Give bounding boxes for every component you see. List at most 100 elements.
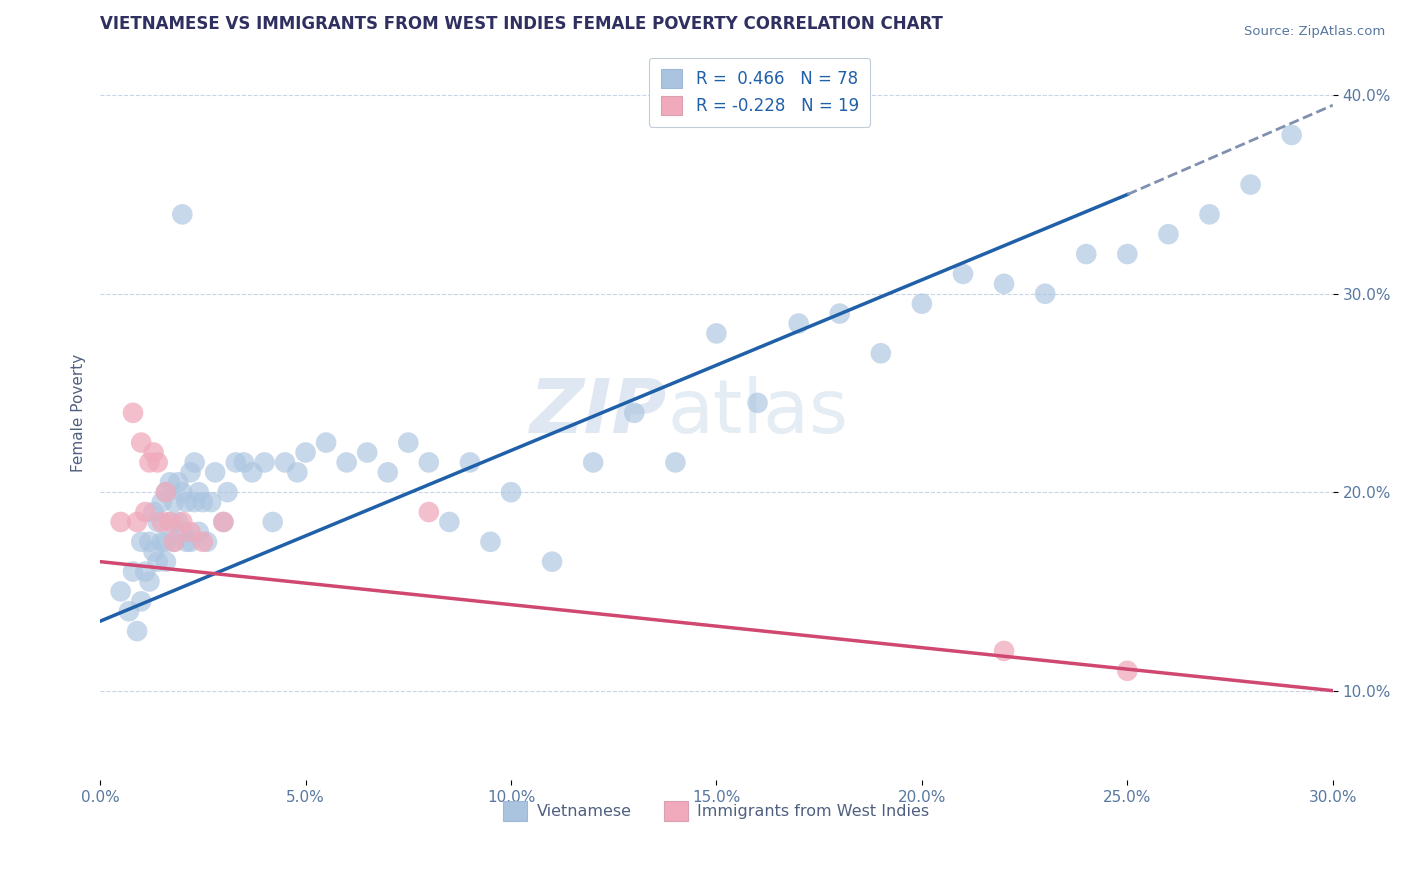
Point [110, 584, 132, 599]
Point [294, 445, 316, 459]
Point [138, 574, 160, 589]
Point [418, 505, 440, 519]
Point [180, 524, 202, 539]
Point [129, 534, 152, 549]
Point [706, 326, 728, 341]
Point [118, 604, 141, 618]
Point [1116, 247, 1139, 261]
Point [176, 495, 198, 509]
Point [274, 455, 297, 469]
Point [336, 455, 359, 469]
Point [142, 505, 165, 519]
Point [664, 455, 686, 469]
Point [356, 445, 378, 459]
Point [439, 515, 461, 529]
Point [146, 555, 169, 569]
Point [1116, 664, 1139, 678]
Point [159, 515, 181, 529]
Point [993, 644, 1015, 658]
Point [262, 515, 284, 529]
Point [285, 466, 308, 480]
Point [138, 534, 160, 549]
Point [150, 534, 173, 549]
Point [315, 435, 337, 450]
Point [191, 534, 214, 549]
Point [163, 534, 186, 549]
Point [146, 455, 169, 469]
Point [541, 555, 564, 569]
Text: Source: ZipAtlas.com: Source: ZipAtlas.com [1244, 25, 1385, 38]
Legend: Vietnamese, Immigrants from West Indies: Vietnamese, Immigrants from West Indies [496, 795, 936, 827]
Point [377, 466, 399, 480]
Point [150, 495, 173, 509]
Point [129, 594, 152, 608]
Point [180, 534, 202, 549]
Point [204, 466, 226, 480]
Point [187, 485, 209, 500]
Point [142, 445, 165, 459]
Point [212, 515, 235, 529]
Point [129, 435, 152, 450]
Point [122, 406, 145, 420]
Point [172, 485, 194, 500]
Text: ZIP: ZIP [530, 376, 668, 450]
Point [163, 534, 186, 549]
Point [1198, 207, 1220, 221]
Y-axis label: Female Poverty: Female Poverty [72, 354, 86, 472]
Point [1281, 128, 1303, 142]
Point [142, 545, 165, 559]
Text: atlas: atlas [668, 376, 848, 450]
Point [418, 455, 440, 469]
Point [396, 435, 419, 450]
Point [869, 346, 891, 360]
Point [134, 505, 156, 519]
Point [138, 455, 160, 469]
Point [159, 515, 181, 529]
Point [217, 485, 239, 500]
Point [499, 485, 522, 500]
Point [183, 495, 205, 509]
Point [911, 296, 934, 310]
Point [176, 534, 198, 549]
Point [458, 455, 481, 469]
Point [240, 466, 263, 480]
Point [155, 485, 177, 500]
Point [1076, 247, 1098, 261]
Point [155, 534, 177, 549]
Point [787, 317, 810, 331]
Point [172, 524, 194, 539]
Point [150, 515, 173, 529]
Point [155, 555, 177, 569]
Point [146, 515, 169, 529]
Point [122, 565, 145, 579]
Point [163, 495, 186, 509]
Point [167, 515, 190, 529]
Point [183, 455, 205, 469]
Point [172, 515, 194, 529]
Point [159, 475, 181, 490]
Point [195, 534, 218, 549]
Point [212, 515, 235, 529]
Point [200, 495, 222, 509]
Point [225, 455, 247, 469]
Point [623, 406, 645, 420]
Point [134, 565, 156, 579]
Point [127, 515, 149, 529]
Point [127, 624, 149, 639]
Point [993, 277, 1015, 291]
Point [232, 455, 254, 469]
Point [187, 524, 209, 539]
Point [1239, 178, 1261, 192]
Point [180, 466, 202, 480]
Point [191, 495, 214, 509]
Point [479, 534, 502, 549]
Point [828, 307, 851, 321]
Point [1033, 286, 1056, 301]
Text: VIETNAMESE VS IMMIGRANTS FROM WEST INDIES FEMALE POVERTY CORRELATION CHART: VIETNAMESE VS IMMIGRANTS FROM WEST INDIE… [100, 15, 943, 33]
Point [952, 267, 974, 281]
Point [582, 455, 605, 469]
Point [110, 515, 132, 529]
Point [167, 475, 190, 490]
Point [155, 485, 177, 500]
Point [747, 396, 769, 410]
